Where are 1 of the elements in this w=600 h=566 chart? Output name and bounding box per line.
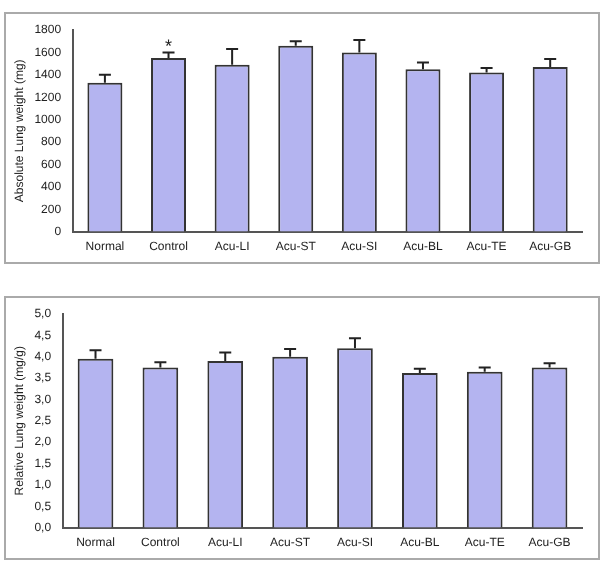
annotation: * xyxy=(165,35,173,56)
